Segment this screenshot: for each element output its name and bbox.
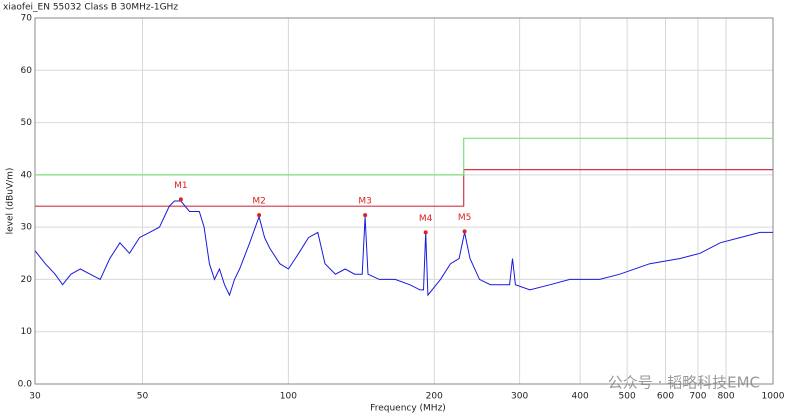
y-tick-label: 30 bbox=[21, 223, 33, 233]
x-tick-label: 100 bbox=[280, 392, 297, 402]
marker-label: M4 bbox=[419, 214, 433, 224]
watermark: 公众号 · 韬略科技EMC bbox=[608, 374, 760, 392]
y-tick-label: 50 bbox=[21, 118, 33, 128]
y-axis-label: level (dBuV/m) bbox=[6, 168, 16, 235]
marker-label: M3 bbox=[358, 197, 372, 207]
x-tick-label: 50 bbox=[137, 392, 149, 402]
marker-label: M1 bbox=[174, 181, 188, 191]
x-tick-label: 300 bbox=[511, 392, 528, 402]
trace-line bbox=[34, 200, 773, 297]
limit-line bbox=[35, 137, 773, 176]
chart-title: xiaofei_EN 55032 Class B 30MHz-1GHz bbox=[3, 3, 178, 13]
y-tick-label: 10 bbox=[21, 327, 33, 337]
marker-label: M2 bbox=[252, 197, 266, 207]
marker-label: M5 bbox=[458, 213, 472, 223]
y-tick-label: 40 bbox=[21, 170, 33, 180]
marker-point bbox=[462, 229, 467, 234]
x-tick-label: 30 bbox=[29, 392, 41, 402]
y-tick-label: 0.0 bbox=[18, 380, 33, 390]
x-tick-label: 800 bbox=[717, 392, 734, 402]
x-tick-label: 500 bbox=[619, 392, 636, 402]
y-tick-label: 70 bbox=[21, 14, 33, 24]
plot-frame bbox=[34, 17, 774, 385]
x-tick-label: 600 bbox=[657, 392, 674, 402]
x-tick-label: 1000 bbox=[762, 392, 785, 402]
marker-point bbox=[178, 197, 183, 202]
marker-point bbox=[423, 230, 428, 235]
marker-point bbox=[257, 213, 262, 218]
y-tick-label: 60 bbox=[21, 66, 33, 76]
x-tick-label: 200 bbox=[426, 392, 443, 402]
x-tick-label: 400 bbox=[572, 392, 589, 402]
y-tick-label: 20 bbox=[21, 275, 33, 285]
x-axis-label: Frequency (MHz) bbox=[370, 404, 446, 414]
x-tick-label: 700 bbox=[689, 392, 706, 402]
limit-line bbox=[35, 169, 773, 207]
marker-point bbox=[363, 213, 368, 218]
